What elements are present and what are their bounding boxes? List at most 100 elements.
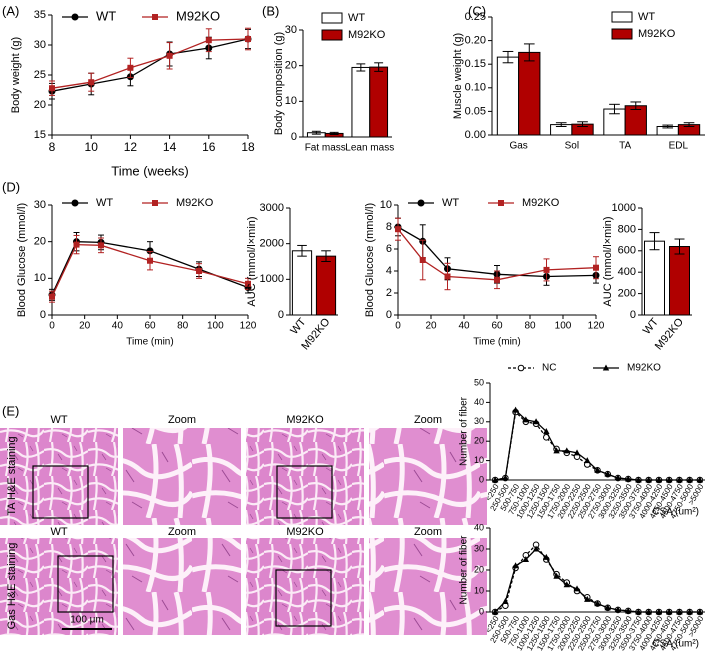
histology	[0, 428, 487, 635]
marker	[543, 428, 550, 434]
marker	[205, 37, 212, 44]
marker	[166, 52, 173, 59]
y-tick-label: 10	[474, 585, 484, 595]
y-tick-label: 30	[474, 543, 484, 553]
zoom-box	[57, 555, 114, 613]
marker	[146, 247, 154, 255]
y-tick-label: 30	[474, 416, 484, 426]
legend-marker	[71, 13, 79, 21]
series-line	[51, 241, 249, 296]
marker	[88, 79, 95, 86]
y-tick-label: 40	[474, 522, 484, 532]
legend-label: WT	[348, 12, 365, 24]
x-tick-label: 16	[202, 140, 216, 154]
y-tick-label: 10	[34, 272, 46, 284]
zoom-box	[276, 465, 333, 519]
x-tick-label: 0	[395, 321, 401, 332]
marker	[676, 476, 683, 483]
legend-marker	[71, 199, 79, 207]
image-title: Zoom	[414, 414, 442, 426]
y-tick-label: 30	[34, 199, 46, 211]
x-tick-label: TA	[619, 141, 631, 152]
x-tick-label: 14	[163, 140, 177, 154]
y-tick-label: 0	[479, 474, 484, 484]
bar	[291, 250, 313, 316]
y-axis-label: Blood Glucose (mmol/l)	[16, 203, 28, 317]
x-tick-label: 80	[524, 321, 536, 332]
marker	[73, 241, 80, 248]
y-tick-label: 0	[291, 131, 297, 143]
panel-label: (C)	[468, 3, 486, 18]
series-line	[397, 226, 597, 278]
legend-swatch	[321, 29, 343, 41]
marker	[245, 36, 251, 42]
bar	[496, 56, 520, 136]
y-tick-label: 30	[34, 39, 46, 51]
legend-label: M92KO	[627, 363, 661, 374]
marker	[491, 608, 499, 615]
marker	[696, 608, 704, 615]
x-tick-label: 20	[79, 321, 91, 332]
marker	[563, 581, 570, 588]
y-tick-label: 0.10	[465, 82, 486, 94]
image-ta-ko	[246, 428, 364, 525]
y-tick-label: 0	[479, 606, 484, 616]
y-axis-label: AUC (mmol/l×min)	[602, 216, 614, 306]
marker	[245, 280, 251, 287]
series-line	[51, 243, 249, 297]
y-tick-label: 8	[386, 221, 392, 233]
marker	[686, 476, 693, 483]
x-tick-label: 0	[49, 321, 55, 332]
y-tick-label: 0.15	[465, 58, 486, 70]
y-tick-label: 0.20	[465, 35, 486, 47]
y-tick-label: 0.05	[465, 105, 486, 117]
panel-label: (A)	[2, 3, 19, 18]
y-tick-label: 0	[40, 309, 46, 321]
marker	[395, 226, 401, 233]
legend-label: WT	[96, 8, 116, 23]
legend-marker	[152, 14, 158, 20]
bar	[624, 105, 647, 136]
x-tick-label: 60	[491, 321, 503, 332]
y-tick-label: 15	[34, 129, 46, 141]
zoom-box	[32, 465, 89, 519]
x-tick-label: 120	[240, 321, 257, 332]
image-gas-ko	[246, 538, 364, 635]
marker	[625, 607, 632, 614]
x-tick-label: WT	[288, 316, 308, 337]
y-axis-label: Muscle weight (g)	[452, 33, 464, 119]
marker	[655, 476, 663, 483]
y-axis-label: AUC (mmol/l×min)	[246, 216, 258, 306]
image-title: Zoom	[168, 414, 196, 426]
marker	[696, 476, 704, 483]
legend-label: WT	[638, 11, 655, 23]
y-axis-label: Blood Glucose (mmol/l)	[364, 203, 376, 317]
y-tick-label: 20	[34, 236, 46, 248]
image-ta-ko-zoom	[369, 428, 487, 525]
y-tick-label: 35	[34, 9, 46, 21]
x-axis-label: Time (weeks)	[111, 163, 189, 178]
y-tick-label: 0.25	[465, 11, 486, 23]
marker	[532, 418, 540, 425]
marker	[522, 556, 530, 562]
x-tick-label: 120	[588, 321, 605, 332]
legend-marker	[517, 364, 525, 372]
marker	[594, 600, 601, 607]
x-tick-label: EDL	[669, 141, 689, 152]
x-tick-label: 8	[49, 140, 56, 154]
marker	[635, 608, 642, 615]
x-tick-label: Fat mass	[305, 143, 346, 154]
y-tick-label: 30	[285, 24, 297, 36]
x-tick-label: 10	[85, 140, 99, 154]
x-axis-label: Time (min)	[473, 337, 520, 348]
marker	[522, 416, 530, 423]
legend-label: NC	[542, 363, 556, 374]
marker	[645, 476, 652, 483]
marker	[604, 604, 611, 611]
y-tick-label: 3000	[260, 202, 284, 214]
marker	[512, 406, 519, 413]
y-tick-label: 10	[285, 95, 297, 107]
